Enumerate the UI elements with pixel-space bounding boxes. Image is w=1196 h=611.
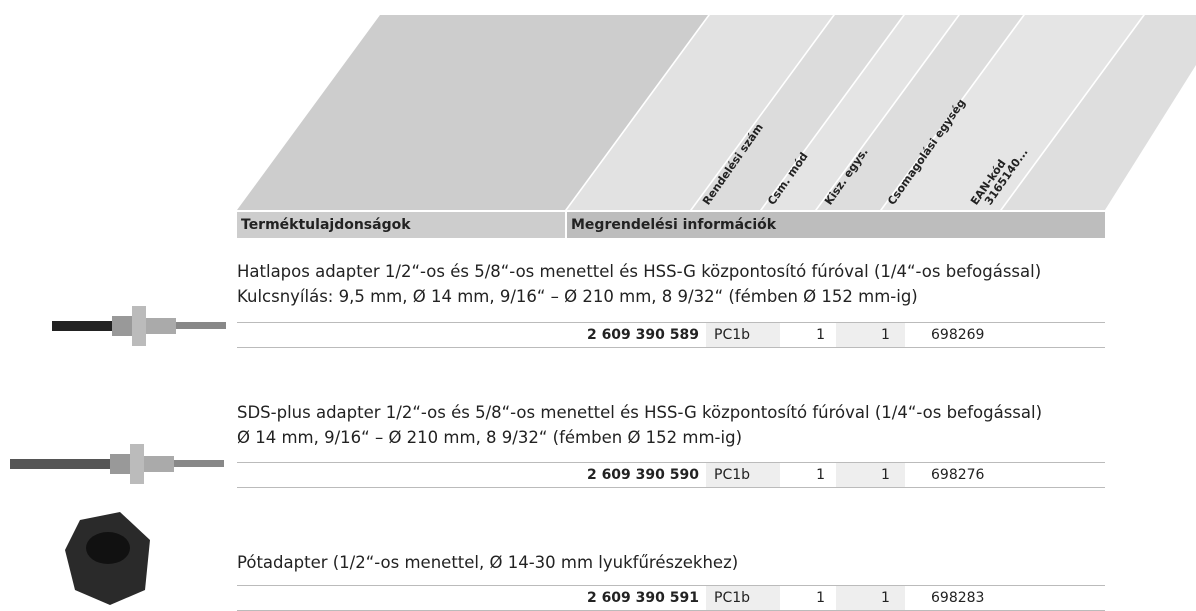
table-cell: 1: [780, 586, 835, 610]
table-cell: 1: [835, 463, 905, 487]
table-cell: PC1b: [705, 463, 780, 487]
product-description: SDS-plus adapter 1/2“-os és 5/8“-os mene…: [237, 403, 1042, 422]
table-cell: 2 609 390 589: [565, 323, 705, 347]
product-description: Ø 14 mm, 9/16“ – Ø 210 mm, 8 9/32“ (fémb…: [237, 428, 742, 447]
product-description: Pótadapter (1/2“-os menettel, Ø 14-30 mm…: [237, 553, 738, 572]
table-cell: PC1b: [705, 586, 780, 610]
product-image: [10, 444, 224, 484]
section-header: Terméktulajdonságok: [237, 212, 565, 238]
table-cell: 1: [835, 586, 905, 610]
product-description: Kulcsnyílás: 9,5 mm, Ø 14 mm, 9/16“ – Ø …: [237, 287, 918, 306]
page: Terméktulajdonságok Megrendelési informá…: [0, 0, 1196, 608]
product-image: [52, 306, 226, 346]
table-cell: 698283: [905, 586, 1000, 610]
table-cell: 2 609 390 591: [565, 586, 705, 610]
product-image: [65, 512, 150, 605]
table-cell: 1: [780, 323, 835, 347]
table-cell: 2 609 390 590: [565, 463, 705, 487]
table-cell: 698269: [905, 323, 1000, 347]
section-header: Megrendelési információk: [567, 212, 1105, 238]
product-description: Hatlapos adapter 1/2“-os és 5/8“-os mene…: [237, 262, 1041, 281]
table-cell: PC1b: [705, 323, 780, 347]
table-cell: 1: [780, 463, 835, 487]
table-cell: 1: [835, 323, 905, 347]
table-cell: 698276: [905, 463, 1000, 487]
